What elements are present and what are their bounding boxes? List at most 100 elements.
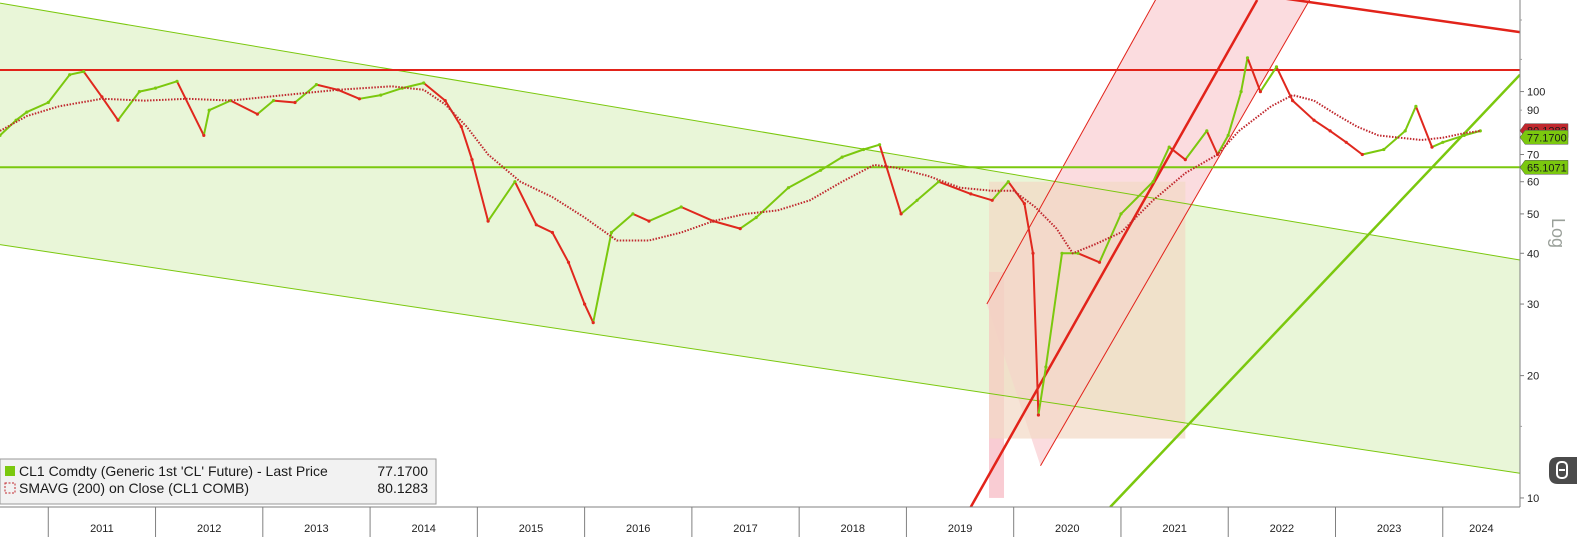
price-point xyxy=(379,93,383,97)
price-point xyxy=(738,227,742,231)
price-segment xyxy=(272,99,296,104)
price-segment xyxy=(900,199,919,215)
price-point xyxy=(82,70,86,74)
price-point xyxy=(647,219,651,223)
price-segment xyxy=(535,223,554,234)
price-segment xyxy=(422,82,447,102)
price-point xyxy=(207,108,211,112)
side-toggle-button[interactable] xyxy=(1549,457,1577,484)
price-segment xyxy=(739,216,758,230)
price-point xyxy=(422,81,426,85)
price-segment xyxy=(117,90,141,122)
price-segment xyxy=(154,80,178,90)
price-segment xyxy=(1168,146,1187,161)
price-point xyxy=(840,155,844,159)
x-tick-label: 2015 xyxy=(519,523,543,535)
price-segment xyxy=(1037,366,1047,416)
price-point xyxy=(357,97,361,101)
price-point xyxy=(819,168,823,172)
price-point xyxy=(1462,133,1466,137)
price-point xyxy=(754,215,758,220)
price-point xyxy=(1183,158,1187,162)
price-segment xyxy=(487,180,516,223)
x-tick-label: 2024 xyxy=(1469,523,1493,535)
price-point xyxy=(1119,212,1123,216)
price-point xyxy=(153,86,158,90)
price-segment xyxy=(567,261,586,306)
price-segment xyxy=(208,99,232,112)
channel-lower-line-3 xyxy=(1040,0,1311,467)
price-point xyxy=(990,198,994,202)
price-badge-label: 65.1071 xyxy=(1527,162,1567,174)
price-segment xyxy=(841,148,865,159)
price-point xyxy=(1060,251,1064,255)
legend-swatch-smavg xyxy=(4,482,16,494)
trendline-6 xyxy=(1285,0,1520,34)
price-segment xyxy=(1023,202,1034,255)
price-segment xyxy=(1431,141,1444,149)
price-segment xyxy=(648,206,683,223)
x-tick-label: 2013 xyxy=(304,523,328,535)
price-segment xyxy=(1032,252,1040,416)
price-segment xyxy=(1345,141,1364,156)
price-segment xyxy=(1275,65,1294,102)
price-segment xyxy=(1216,134,1230,156)
price-point xyxy=(1274,65,1279,69)
price-segment xyxy=(82,70,103,98)
price-segment xyxy=(819,156,844,172)
price-point xyxy=(1312,118,1316,122)
price-point xyxy=(175,79,179,83)
price-segment xyxy=(592,231,613,324)
price-point xyxy=(1291,99,1295,103)
price-segment xyxy=(1463,129,1482,137)
price-segment xyxy=(1077,252,1101,264)
price-point xyxy=(1097,260,1102,264)
price-point xyxy=(878,143,882,147)
x-tick-label: 2016 xyxy=(626,523,650,535)
price-segment xyxy=(878,143,903,215)
price-point xyxy=(137,90,141,94)
price-segment xyxy=(1044,252,1063,368)
price-segment xyxy=(991,180,1010,202)
x-tick-label: 2021 xyxy=(1162,523,1186,535)
channel-upper-line-3 xyxy=(986,0,1157,305)
price-segment xyxy=(969,192,994,202)
y-tick-label: 30 xyxy=(1527,299,1539,311)
channel-upper-line-2 xyxy=(0,2,1520,261)
price-point xyxy=(899,212,903,216)
price-point xyxy=(969,192,973,196)
price-point xyxy=(1328,129,1332,133)
y-tick-label: 100 xyxy=(1527,87,1545,99)
price-point xyxy=(1239,90,1243,94)
shaded-region-8 xyxy=(989,181,1186,439)
price-segment xyxy=(68,70,85,76)
price-point xyxy=(443,99,447,103)
legend-smavg-value: 80.1283 xyxy=(377,480,428,496)
price-segment xyxy=(513,180,538,226)
x-tick-label: 2019 xyxy=(948,523,972,535)
price-point xyxy=(1245,56,1250,60)
trendline-5 xyxy=(1109,73,1520,507)
price-segment xyxy=(1240,56,1249,93)
price-segment xyxy=(460,125,473,161)
x-tick-label: 2011 xyxy=(90,523,114,535)
price-point xyxy=(25,110,29,114)
price-point xyxy=(1167,145,1171,149)
price-badge: 77.1700 xyxy=(1519,130,1569,145)
price-point xyxy=(1044,365,1048,369)
price-segment xyxy=(47,73,71,104)
price-point xyxy=(255,112,259,116)
price-point xyxy=(534,223,538,227)
price-segment xyxy=(336,88,361,100)
price-point xyxy=(314,83,318,87)
legend-smavg-label: SMAVG (200) on Close (CL1 COMB) xyxy=(19,480,249,496)
price-segment xyxy=(937,180,972,195)
y-tick-label: 40 xyxy=(1527,248,1539,260)
price-segment xyxy=(680,206,715,223)
price-segment xyxy=(1313,119,1332,132)
x-tick-label: 2018 xyxy=(841,523,865,535)
price-point xyxy=(100,95,104,99)
price-point xyxy=(1205,129,1209,133)
price-point xyxy=(1151,180,1155,184)
